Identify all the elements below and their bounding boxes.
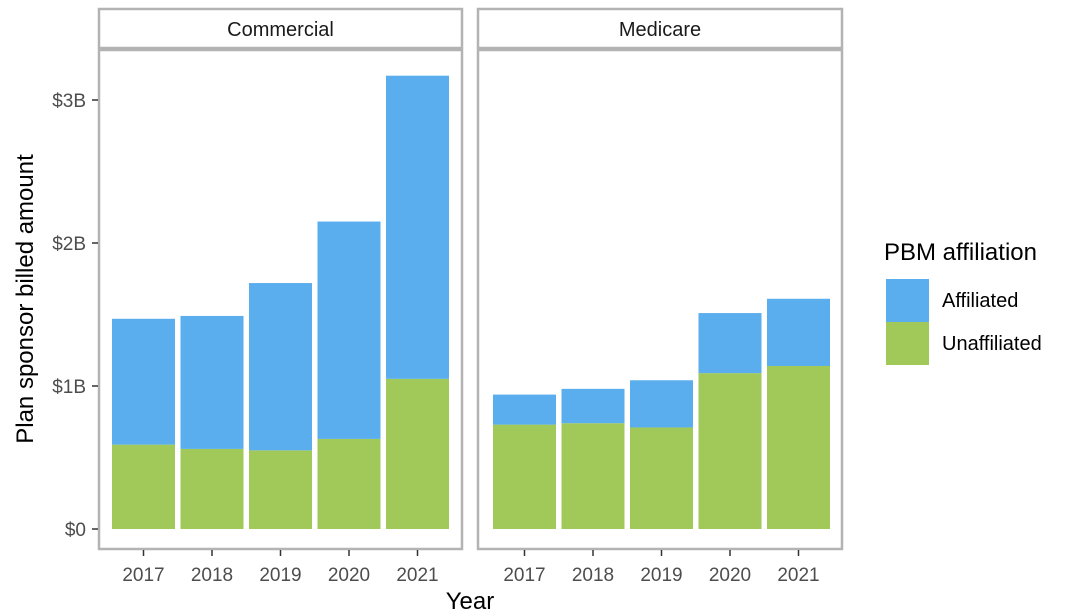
- bar-commercial-2021-unaffiliated: [386, 378, 449, 529]
- bar-commercial-2017-affiliated: [112, 318, 175, 445]
- y-tick-label-0: $0: [65, 520, 86, 541]
- bar-medicare-2019-unaffiliated: [630, 427, 693, 529]
- bar-medicare-2019-affiliated: [630, 380, 693, 428]
- bar-medicare-2017-affiliated: [493, 394, 556, 425]
- bar-commercial-2021-affiliated: [386, 75, 449, 379]
- x-ticks-commercial: 2017 2018 2019 2020 2021: [122, 550, 439, 586]
- x-tick-label-commercial-2021: 2021: [396, 565, 438, 586]
- x-ticks-medicare: 2017 2018 2019 2020 2021: [503, 550, 820, 586]
- x-tick-label-medicare-2018: 2018: [572, 565, 614, 586]
- bar-commercial-2018-unaffiliated: [180, 448, 244, 529]
- x-tick-label-medicare-2019: 2019: [640, 565, 682, 586]
- legend-title: PBM affiliation: [884, 239, 1037, 266]
- x-tick-label-commercial-2020: 2020: [328, 565, 370, 586]
- legend: PBM affiliation Affiliated Unaffiliated: [884, 239, 1042, 365]
- strip-title-commercial: Commercial: [227, 19, 334, 41]
- bar-commercial-2019-unaffiliated: [249, 450, 312, 529]
- bar-medicare-2018-affiliated: [561, 388, 625, 424]
- bar-medicare-2018-unaffiliated: [561, 423, 625, 529]
- bar-medicare-2020-unaffiliated: [698, 373, 762, 529]
- bar-medicare-2021-unaffiliated: [767, 365, 830, 529]
- bar-commercial-2017-unaffiliated: [112, 444, 175, 529]
- legend-label-unaffiliated: Unaffiliated: [942, 333, 1042, 355]
- x-tick-label-medicare-2020: 2020: [709, 565, 751, 586]
- bar-commercial-2020-unaffiliated: [317, 438, 381, 529]
- legend-key-unaffiliated: [886, 322, 929, 365]
- x-tick-label-medicare-2017: 2017: [503, 565, 545, 586]
- y-tick-label-1: $1B: [52, 377, 86, 398]
- y-tick-label-3: $3B: [52, 91, 86, 112]
- strip-medicare: [476, 7, 844, 50]
- x-tick-label-commercial-2019: 2019: [259, 565, 301, 586]
- bar-medicare-2017-unaffiliated: [493, 424, 556, 529]
- legend-label-affiliated: Affiliated: [942, 290, 1018, 312]
- y-tick-label-2: $2B: [52, 234, 86, 255]
- bar-commercial-2019-affiliated: [249, 283, 312, 451]
- bar-medicare-2021-affiliated: [767, 298, 830, 366]
- x-tick-label-commercial-2017: 2017: [122, 565, 164, 586]
- x-tick-label-medicare-2021: 2021: [777, 565, 819, 586]
- bar-medicare-2020-affiliated: [698, 313, 762, 374]
- strip-commercial: [97, 7, 464, 50]
- bar-commercial-2018-affiliated: [180, 315, 244, 449]
- bars-medicare: [493, 298, 830, 529]
- strip-title-medicare: Medicare: [619, 19, 701, 41]
- panel-commercial: Commercial 2017 2018 2019 2020 2021: [97, 7, 464, 586]
- x-tick-label-commercial-2018: 2018: [191, 565, 233, 586]
- panel-medicare: Medicare 2017 2018 2019 2020 2021: [476, 7, 844, 586]
- bar-commercial-2020-affiliated: [317, 221, 381, 439]
- legend-key-affiliated: [886, 279, 929, 322]
- bars-commercial: [112, 75, 449, 529]
- x-axis-title: Year: [446, 588, 495, 615]
- y-axis-title: Plan sponsor billed amount: [12, 154, 39, 444]
- y-axis: $0 $1B $2B $3B: [52, 91, 98, 541]
